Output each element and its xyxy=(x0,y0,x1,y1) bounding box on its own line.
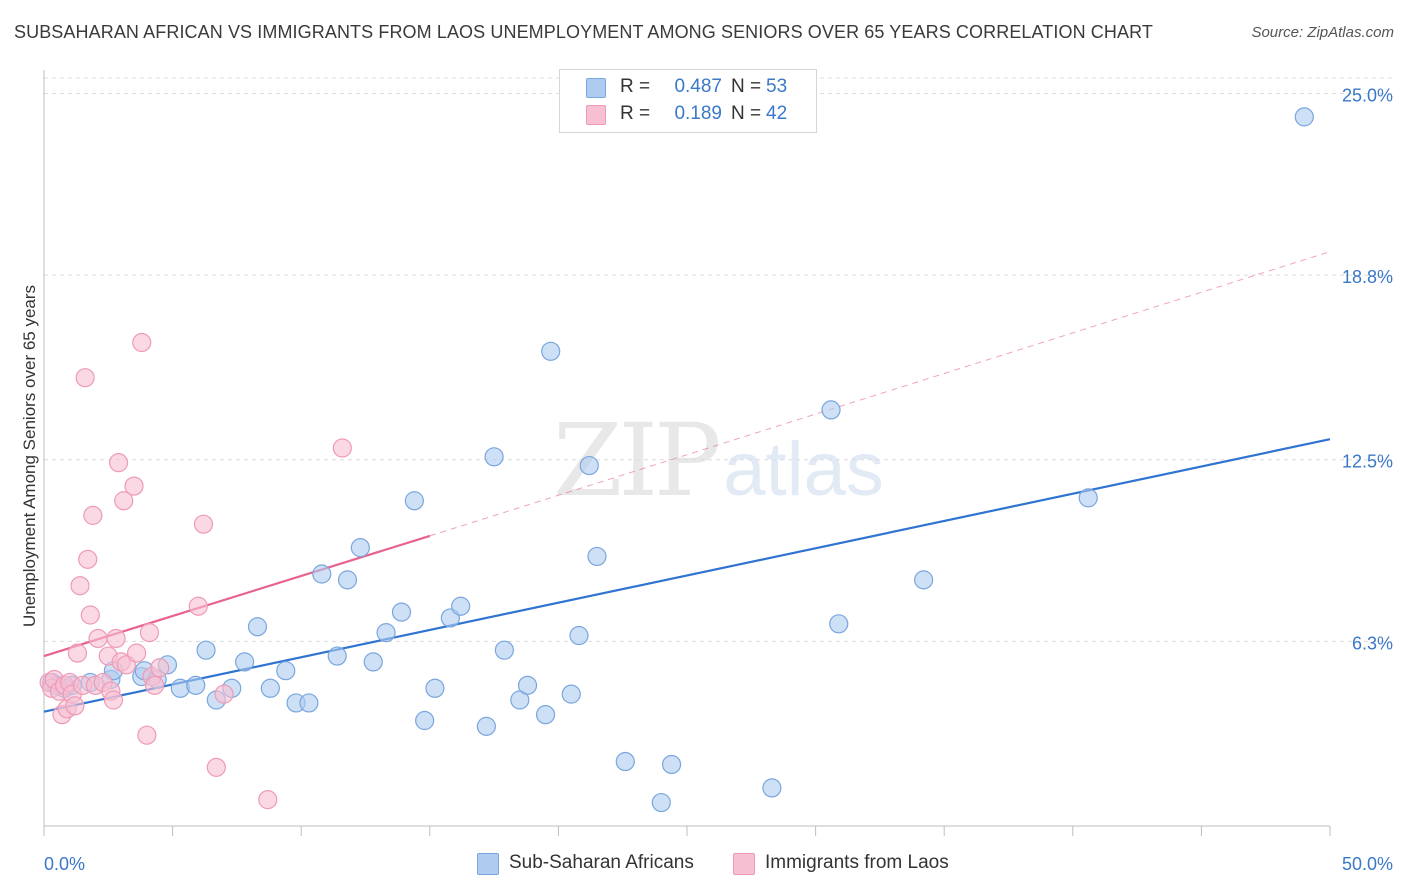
legend-swatch-blue xyxy=(586,78,606,98)
correlation-legend: R = 0.487 N = 53 R = 0.189 N = 42 xyxy=(559,69,817,133)
legend-r-label: R = xyxy=(620,76,651,97)
point-laos xyxy=(65,696,85,716)
point-laos xyxy=(80,605,100,625)
y-tick-label: 12.5% xyxy=(1342,452,1393,472)
point-laos xyxy=(137,725,157,745)
point-laos xyxy=(139,623,160,643)
point-sub-saharan xyxy=(404,491,424,511)
point-sub-saharan xyxy=(661,754,682,775)
legend-r-label: R = xyxy=(620,103,651,124)
point-sub-saharan xyxy=(517,675,538,695)
point-laos xyxy=(214,684,234,704)
point-sub-saharan xyxy=(312,564,332,584)
bottom-legend-swatch-pink xyxy=(733,853,755,875)
point-laos xyxy=(75,368,95,388)
point-laos xyxy=(70,576,90,596)
point-sub-saharan xyxy=(415,710,435,731)
y-axis-title: Unemployment Among Seniors over 65 years xyxy=(20,284,39,628)
bottom-legend-swatch-blue xyxy=(477,853,499,875)
point-laos xyxy=(88,628,108,649)
bottom-legend-label-blue: Sub-Saharan Africans xyxy=(509,852,694,873)
point-sub-saharan xyxy=(561,684,581,704)
point-sub-saharan xyxy=(299,693,319,713)
point-laos xyxy=(332,438,352,458)
point-laos xyxy=(150,658,170,678)
tick-labels: 6.3% 12.5% 18.8% 25.0% 0.0% 50.0% xyxy=(44,85,1393,874)
legend-r-value: 0.189 xyxy=(674,103,722,124)
point-laos xyxy=(144,675,165,695)
point-sub-saharan xyxy=(260,678,280,698)
point-sub-saharan xyxy=(196,640,216,660)
legend-n-label: N = xyxy=(731,103,762,124)
point-sub-saharan xyxy=(541,341,561,361)
legend-r-value: 0.487 xyxy=(674,76,722,97)
axes xyxy=(43,70,1331,836)
point-sub-saharan xyxy=(651,792,671,813)
point-sub-saharan xyxy=(615,751,635,772)
y-tick-label: 6.3% xyxy=(1352,633,1393,653)
point-laos xyxy=(78,549,98,569)
point-laos xyxy=(206,757,226,777)
point-sub-saharan xyxy=(451,596,471,616)
point-sub-saharan xyxy=(391,602,412,622)
point-sub-saharan xyxy=(350,538,370,558)
point-sub-saharan xyxy=(535,705,556,725)
point-laos xyxy=(103,690,124,710)
x-tick-label: 0.0% xyxy=(44,854,85,874)
point-sub-saharan xyxy=(484,447,504,467)
point-sub-saharan xyxy=(1294,107,1314,127)
point-sub-saharan xyxy=(425,678,445,698)
y-tick-label: 18.8% xyxy=(1342,267,1393,287)
data-points xyxy=(39,107,1314,813)
point-sub-saharan xyxy=(579,455,599,476)
point-laos xyxy=(124,476,144,496)
legend-swatch-pink xyxy=(586,105,606,125)
point-sub-saharan xyxy=(337,570,358,590)
point-sub-saharan xyxy=(276,661,296,681)
point-laos xyxy=(132,332,152,353)
legend-n-value: 42 xyxy=(766,103,788,124)
legend-n-label: N = xyxy=(731,76,762,97)
trend-line-laos-extrapolated xyxy=(429,251,1331,537)
point-sub-saharan xyxy=(1078,488,1098,508)
trend-lines xyxy=(43,251,1331,713)
point-sub-saharan xyxy=(587,546,607,567)
point-laos xyxy=(193,514,214,534)
point-sub-saharan xyxy=(476,716,496,736)
y-tick-label: 25.0% xyxy=(1342,85,1393,105)
point-sub-saharan xyxy=(235,652,255,672)
point-laos xyxy=(106,628,126,649)
bottom-legend-label-pink: Immigrants from Laos xyxy=(765,852,949,873)
chart-title: SUBSAHARAN AFRICAN VS IMMIGRANTS FROM LA… xyxy=(14,22,1153,42)
grid-lines xyxy=(44,77,1392,642)
point-laos xyxy=(108,453,129,473)
point-laos xyxy=(114,491,134,511)
trend-line-sub-saharan xyxy=(43,438,1331,713)
point-sub-saharan xyxy=(821,400,841,420)
point-laos xyxy=(67,643,88,663)
legend-n-value: 53 xyxy=(766,76,788,97)
point-sub-saharan xyxy=(376,623,396,643)
point-laos xyxy=(188,596,208,616)
point-sub-saharan xyxy=(762,778,782,798)
point-sub-saharan xyxy=(363,652,383,672)
point-sub-saharan xyxy=(914,570,934,590)
source-label: Source: ZipAtlas.com xyxy=(1251,24,1394,41)
point-laos xyxy=(258,790,278,810)
point-sub-saharan xyxy=(494,640,514,660)
point-sub-saharan xyxy=(247,617,268,637)
point-laos xyxy=(83,505,103,525)
point-sub-saharan xyxy=(569,625,589,646)
point-sub-saharan xyxy=(186,675,206,695)
point-sub-saharan xyxy=(829,614,849,634)
x-tick-label: 50.0% xyxy=(1342,854,1393,874)
point-sub-saharan xyxy=(327,646,347,666)
point-laos xyxy=(126,643,147,663)
